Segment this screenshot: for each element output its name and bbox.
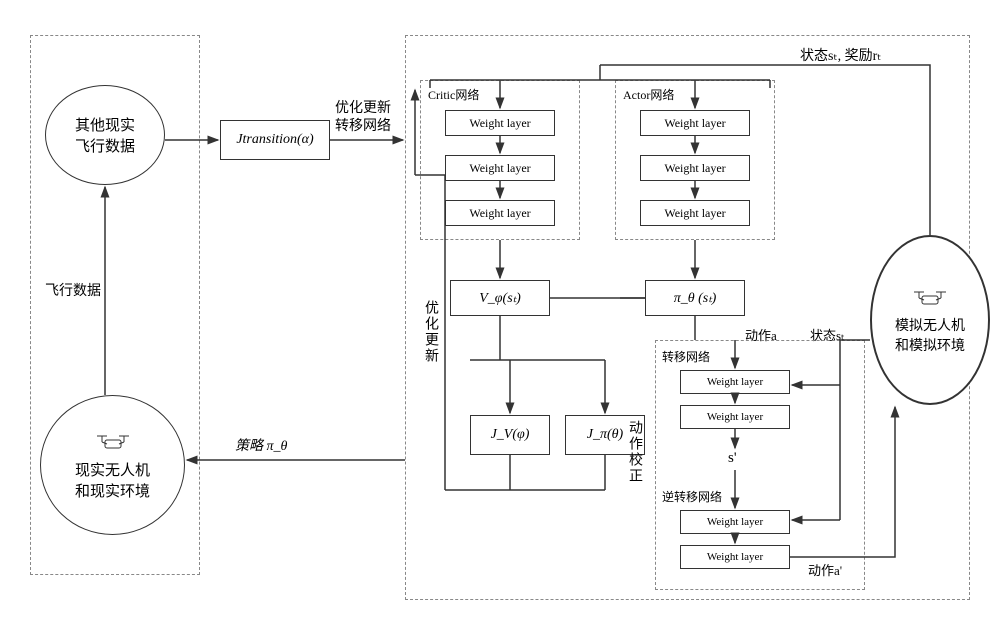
opt-update-vlabel: 优化更新 bbox=[420, 300, 440, 364]
action-correction-vlabel: 动作校正 bbox=[624, 420, 644, 484]
inv-w1: Weight layer bbox=[680, 510, 790, 534]
inv-w2: Weight layer bbox=[680, 545, 790, 569]
critic-title: Critic网络 bbox=[428, 86, 479, 103]
opt-update-trans-label: 优化更新 转移网络 bbox=[335, 100, 391, 136]
pi-theta-label: π_θ (sₜ) bbox=[674, 290, 717, 307]
jv-box: J_V(φ) bbox=[470, 415, 550, 455]
pi-theta-box: π_θ (sₜ) bbox=[645, 280, 745, 316]
flight-data-label: 飞行数据 bbox=[45, 280, 101, 300]
actor-w2: Weight layer bbox=[640, 155, 750, 181]
transfer-net-title: 转移网络 bbox=[662, 348, 710, 365]
strategy-label: 策略 π_θ bbox=[235, 435, 287, 455]
transfer-w2: Weight layer bbox=[680, 405, 790, 429]
sim-drone-icon bbox=[910, 286, 950, 315]
v-phi-label: V_φ(sₜ) bbox=[479, 290, 521, 307]
actor-w3: Weight layer bbox=[640, 200, 750, 226]
inv-transfer-net-title: 逆转移网络 bbox=[662, 488, 722, 505]
other-flight-data-label: 其他现实 飞行数据 bbox=[75, 114, 135, 156]
sim-uav-env: 模拟无人机 和模拟环境 bbox=[870, 235, 990, 405]
transfer-w1: Weight layer bbox=[680, 370, 790, 394]
jv-label: J_V(φ) bbox=[491, 427, 530, 443]
s-prime-label: s' bbox=[728, 450, 737, 467]
jpi-label: J_π(θ) bbox=[587, 427, 623, 443]
actor-w1: Weight layer bbox=[640, 110, 750, 136]
other-flight-data: 其他现实 飞行数据 bbox=[45, 85, 165, 185]
real-uav-env: 现实无人机 和现实环境 bbox=[40, 395, 185, 535]
actor-title: Actor网络 bbox=[623, 86, 674, 103]
v-phi-box: V_φ(sₜ) bbox=[450, 280, 550, 316]
critic-w1: Weight layer bbox=[445, 110, 555, 136]
state-reward-label: 状态sₜ, 奖励rₜ bbox=[800, 45, 881, 65]
critic-w2: Weight layer bbox=[445, 155, 555, 181]
action-aprime-label: 动作a' bbox=[808, 560, 842, 579]
drone-icon bbox=[93, 430, 133, 459]
critic-w3: Weight layer bbox=[445, 200, 555, 226]
j-transition-label: Jtransition(α) bbox=[236, 132, 313, 148]
sim-uav-label: 模拟无人机 和模拟环境 bbox=[895, 315, 965, 355]
real-uav-label: 现实无人机 和现实环境 bbox=[75, 459, 150, 501]
j-transition-box: Jtransition(α) bbox=[220, 120, 330, 160]
